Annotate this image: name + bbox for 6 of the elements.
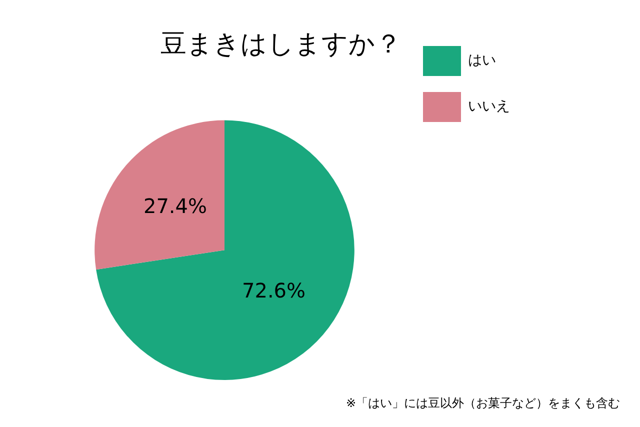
chart-title: 豆まきはしますか？ [160,29,402,60]
legend-label: はい [468,52,496,69]
data-label: 27.4% [143,194,208,218]
legend-label: いいえ [468,98,510,115]
data-label: 72.6% [242,278,306,303]
text: ※「はい」には豆以外（お菓子など）をまくも含む [346,396,620,410]
